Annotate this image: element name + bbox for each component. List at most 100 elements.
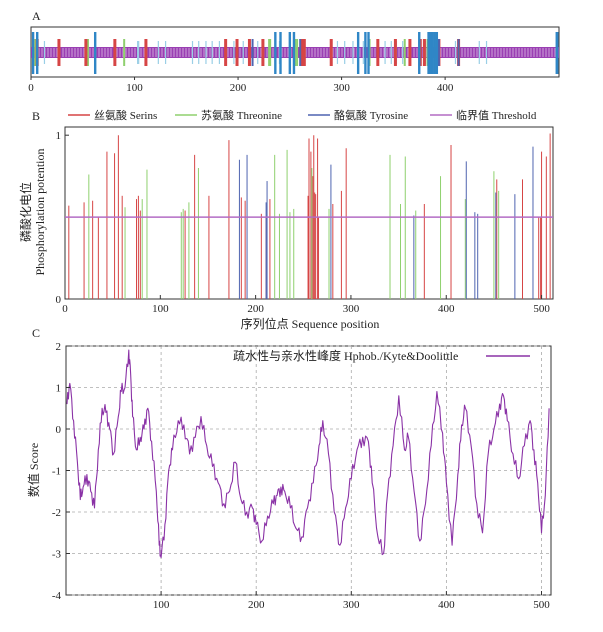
other-mark <box>435 32 439 74</box>
light-mark <box>402 41 404 64</box>
light-mark <box>233 41 235 64</box>
threonine-mark <box>123 39 126 66</box>
c-y-tick-label: 1 <box>56 383 62 395</box>
a-x-tick-label: 200 <box>230 82 247 94</box>
panel-b-label: B <box>32 109 40 123</box>
panel-b: 丝氨酸 Serins 苏氨酸 Threonine 酪氨酸 Tyrosine 临界值 T… <box>18 108 554 331</box>
c-x-tick-label: 200 <box>248 599 265 611</box>
light-mark <box>43 41 46 64</box>
light-mark <box>191 41 194 64</box>
tyrosine-mark <box>457 39 460 66</box>
c-y-tick-label: 2 <box>56 341 62 353</box>
a-x-tick-label: 400 <box>437 82 454 94</box>
panel-b-axes: 0 100 200 300 400 500 0 1 <box>56 130 551 315</box>
c-y-tick-label: 0 <box>56 424 62 436</box>
serine-mark <box>408 39 412 66</box>
other-mark <box>288 32 292 74</box>
b-legend-label: 酪氨酸 Tyrosine <box>334 108 408 122</box>
panel-b-y-title-2: Phosphorylation potention <box>33 149 47 276</box>
other-mark <box>433 32 436 74</box>
other-mark <box>274 32 277 74</box>
light-mark <box>384 41 386 64</box>
panel-c-label: C <box>32 326 40 340</box>
panel-a-x-axis: 0 100 200 300 400 <box>28 77 454 94</box>
serine-mark <box>144 39 148 66</box>
serine-mark <box>393 39 397 66</box>
tyrosine-mark <box>299 39 302 66</box>
light-mark <box>218 41 221 64</box>
serine-mark <box>376 39 380 66</box>
tyrosine-mark <box>437 39 440 66</box>
other-mark <box>427 32 430 74</box>
serine-mark <box>224 39 228 66</box>
other-mark <box>31 32 35 74</box>
panel-c-y-title: 数值 Score <box>26 443 41 497</box>
other-mark <box>279 32 282 74</box>
panel-c-axes: 100 200 300 400 500 -4 -3 -2 -1 0 1 2 <box>52 341 550 611</box>
other-mark <box>93 32 97 74</box>
b-legend-label: 丝氨酸 Serins <box>94 108 157 122</box>
light-mark <box>485 41 488 64</box>
c-x-tick-label: 100 <box>153 599 170 611</box>
other-mark <box>418 32 421 74</box>
b-x-tick-label: 500 <box>533 303 550 315</box>
panel-c-legend-text: 疏水性与亲水性峰度 Hphob./Kyte&Doolittle <box>233 348 458 363</box>
light-mark <box>205 41 207 64</box>
light-mark <box>352 41 354 64</box>
serine-mark <box>247 39 251 66</box>
serine-mark <box>113 39 117 66</box>
c-y-tick-label: -4 <box>52 590 62 602</box>
b-x-tick-label: 300 <box>343 303 360 315</box>
serine-mark <box>329 39 333 66</box>
serine-mark <box>302 39 306 66</box>
other-mark <box>36 32 39 74</box>
a-x-tick-label: 0 <box>28 82 34 94</box>
b-x-tick-label: 400 <box>438 303 455 315</box>
threonine-mark <box>34 39 37 66</box>
threonine-mark <box>296 39 299 66</box>
serine-mark <box>261 39 265 66</box>
threonine-mark <box>269 39 272 66</box>
c-score-line <box>66 349 550 559</box>
light-mark <box>157 41 159 64</box>
light-mark <box>211 41 213 64</box>
c-y-tick-label: -3 <box>52 549 62 561</box>
other-mark <box>364 32 367 74</box>
panel-b-x-title: 序列位点 Sequence position <box>241 316 380 331</box>
other-mark <box>555 32 559 74</box>
b-x-tick-label: 100 <box>152 303 169 315</box>
serine-mark <box>422 39 426 66</box>
c-y-tick-label: -2 <box>52 507 61 519</box>
light-mark <box>164 41 167 64</box>
other-mark <box>367 32 370 74</box>
light-mark <box>138 41 140 64</box>
panel-b-bars <box>65 133 553 299</box>
light-mark <box>362 41 364 64</box>
b-legend-label: 苏氨酸 Threonine <box>201 108 282 122</box>
panel-a: 0 100 200 300 400 <box>28 26 560 94</box>
serine-mark <box>235 39 239 66</box>
panel-c: 100 200 300 400 500 -4 -3 -2 -1 0 1 2 疏水性与亲水性峰度 Hph… <box>26 341 552 611</box>
light-mark <box>336 41 339 64</box>
other-mark <box>292 32 296 74</box>
panel-a-marks <box>31 32 559 74</box>
panel-c-grid <box>66 345 551 596</box>
c-x-tick-label: 300 <box>343 599 360 611</box>
other-mark <box>431 32 434 74</box>
light-mark <box>137 41 139 64</box>
panel-b-y-title-1: 磷酸化电位 <box>18 182 33 242</box>
panel-c-line <box>66 349 550 559</box>
light-mark <box>344 41 346 64</box>
b-x-tick-label: 200 <box>247 303 264 315</box>
light-mark <box>257 41 259 64</box>
b-legend-label: 临界值 Threshold <box>456 108 537 122</box>
a-x-tick-label: 300 <box>333 82 350 94</box>
b-y-tick-label: 0 <box>56 294 62 306</box>
threonine-mark <box>403 39 406 66</box>
tyrosine-mark <box>251 39 254 66</box>
threonine-mark <box>268 39 271 66</box>
threonine-mark <box>86 39 89 66</box>
serine-mark <box>57 39 61 66</box>
b-x-tick-label: 0 <box>62 303 68 315</box>
